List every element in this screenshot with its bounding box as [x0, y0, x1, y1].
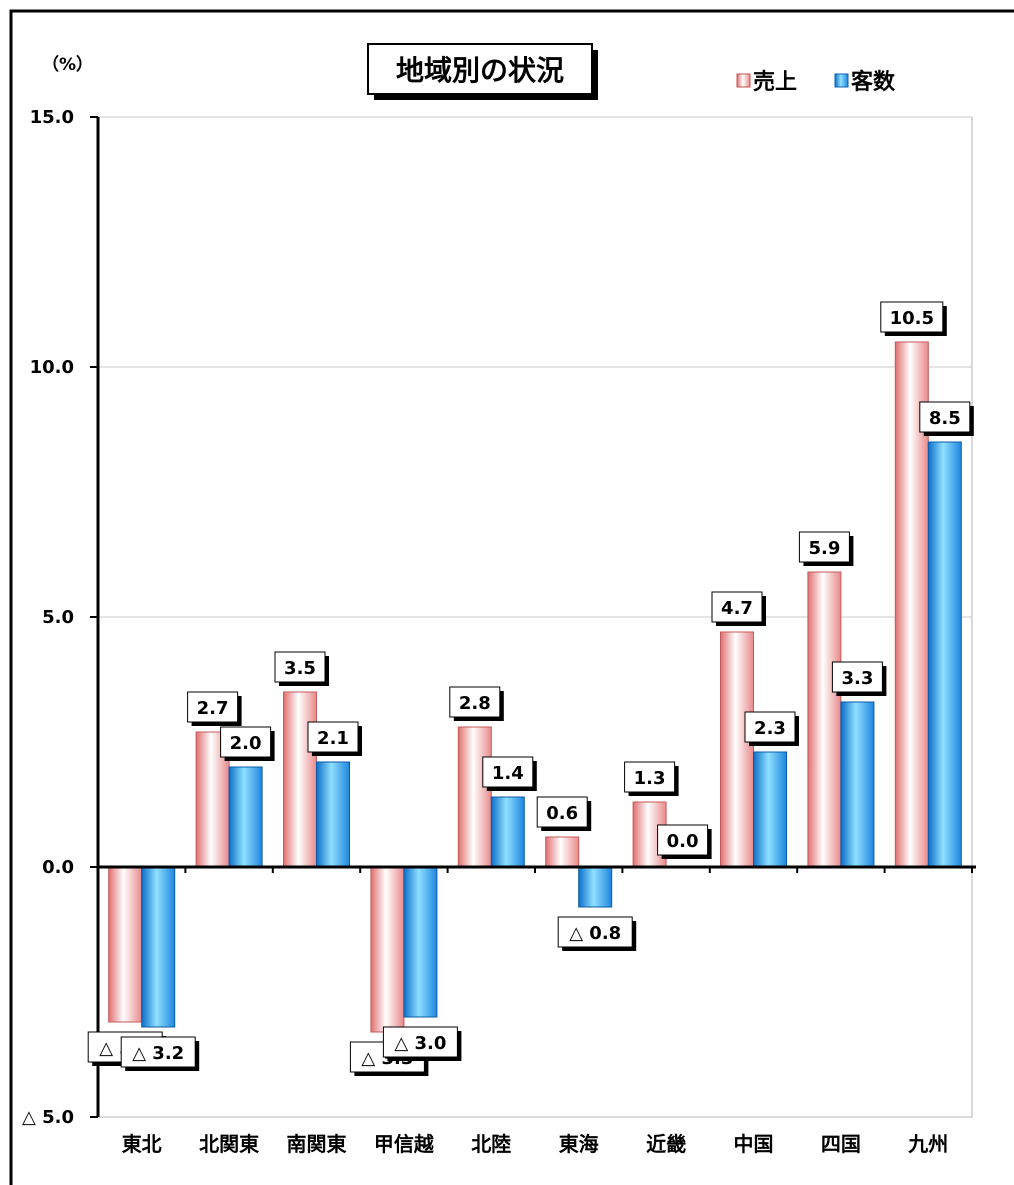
bar-sales — [370, 866, 405, 1033]
data-label-box — [798, 531, 850, 563]
data-label-sales: 3.5 — [274, 651, 329, 686]
category-label: 四国 — [821, 1132, 861, 1156]
legend-swatch-sales — [736, 73, 751, 88]
data-label-box — [880, 301, 944, 333]
data-label-customers: 3.3 — [831, 661, 887, 696]
bar-customers — [228, 766, 263, 868]
data-label-box — [536, 796, 588, 828]
data-label-customers: 0.0 — [657, 824, 712, 859]
data-label-text: 0.6 — [546, 803, 578, 824]
data-label-text: 2.8 — [459, 693, 491, 714]
category-label: 南関東 — [287, 1132, 347, 1156]
data-label-box — [220, 726, 272, 758]
y-tick-label: △ 5.0 — [22, 1107, 74, 1128]
category-label: 北関東 — [199, 1132, 259, 1156]
y-tick-label: 10.0 — [30, 357, 74, 378]
data-label-box — [744, 711, 796, 743]
data-label-box — [382, 1026, 458, 1058]
data-label-box — [482, 756, 534, 788]
bar-sales — [283, 691, 317, 868]
bar-customers — [403, 866, 438, 1018]
data-label-text: 8.5 — [929, 408, 961, 429]
category-label: 中国 — [734, 1132, 774, 1156]
category-label: 東北 — [122, 1132, 162, 1156]
data-label-sales: 2.8 — [449, 686, 504, 721]
data-label-sales: 4.7 — [711, 591, 766, 626]
title-background — [367, 43, 593, 95]
data-label-text: 2.0 — [230, 733, 262, 754]
y-axis-ticks: 15.0 10.0 5.0 0.0 △ 5.0 — [22, 107, 98, 1128]
data-label-box — [624, 761, 676, 793]
bar-customers — [840, 701, 875, 868]
data-label-text: 4.7 — [721, 598, 753, 619]
data-label-box — [657, 824, 709, 856]
data-label-text: 2.1 — [317, 728, 349, 749]
data-label-customers: △ 0.8 — [557, 916, 637, 951]
bar-customers — [927, 441, 962, 868]
data-label-box — [120, 1036, 196, 1068]
data-label-text: △ 0.8 — [569, 923, 621, 944]
data-label-sales: 1.3 — [624, 761, 679, 796]
data-label-sales: 0.6 — [536, 796, 592, 831]
data-label-text: 1.3 — [634, 768, 666, 789]
y-unit-label: （%） — [42, 54, 93, 75]
bar-sales — [807, 571, 842, 868]
y-tick-label: 5.0 — [42, 607, 74, 628]
bar-sales — [108, 866, 143, 1023]
data-label-box — [449, 686, 501, 718]
data-label-box — [831, 661, 883, 693]
data-label-box — [557, 916, 633, 948]
data-label-customers: △ 3.0 — [382, 1026, 462, 1061]
category-label: 近畿 — [646, 1132, 686, 1156]
legend-label-sales: 売上 — [753, 69, 797, 95]
data-label-text: 2.7 — [197, 698, 229, 719]
legend: 売上 客数 — [736, 69, 896, 95]
bar-customers — [753, 751, 787, 868]
data-label-customers: 8.5 — [919, 401, 974, 436]
data-label-box — [307, 721, 359, 753]
category-labels: 東北 北関東 南関東 甲信越 北陸 東海 近畿 中国 四国 九州 — [122, 1132, 949, 1156]
data-label-text: 1.4 — [492, 763, 524, 784]
legend-swatch-customers — [834, 73, 849, 88]
data-label-box — [274, 651, 326, 683]
category-label: 北陸 — [471, 1132, 511, 1156]
data-label-text: 2.3 — [754, 718, 786, 739]
data-label-customers: 1.4 — [482, 756, 537, 791]
data-label-sales: 5.9 — [798, 531, 854, 566]
data-label-customers: 2.3 — [744, 711, 799, 746]
y-tick-label: 0.0 — [42, 857, 74, 878]
data-label-box — [919, 401, 971, 433]
outer-border — [9, 9, 1014, 1185]
data-label-text: 0.0 — [667, 831, 699, 852]
data-label-text: 5.9 — [808, 538, 840, 559]
data-label-text: △ 3.0 — [394, 1033, 446, 1054]
bar-customers — [578, 866, 613, 908]
data-label-customers: △ 3.2 — [120, 1036, 200, 1071]
data-label-text: 3.5 — [284, 658, 316, 679]
bar-customers — [316, 761, 350, 868]
category-label: 東海 — [559, 1132, 599, 1156]
y-tick-label: 15.0 — [30, 107, 74, 128]
bar-customers — [141, 866, 176, 1028]
category-label: 九州 — [907, 1132, 948, 1156]
legend-label-customers: 客数 — [851, 69, 896, 95]
data-label-customers: 2.1 — [307, 721, 362, 756]
data-label-text: △ 3.2 — [132, 1043, 184, 1064]
bar-sales — [720, 631, 754, 868]
chart-title-box: 地域別の状況 — [367, 43, 598, 100]
bar-sales — [545, 836, 580, 868]
data-label-sales: 2.7 — [187, 691, 242, 726]
data-label-box — [711, 591, 763, 623]
data-label-box — [187, 691, 239, 723]
data-label-sales: 10.5 — [880, 301, 947, 336]
bar-sales — [457, 726, 492, 868]
data-label-customers: 2.0 — [220, 726, 275, 761]
chart-title: 地域別の状況 — [396, 54, 564, 87]
data-label-text: 10.5 — [890, 308, 934, 329]
data-labels: △ 3.1△ 3.22.72.03.52.1△ 3.3△ 3.02.81.40.… — [87, 301, 974, 1076]
bar-customers — [490, 796, 525, 868]
data-label-text: 3.3 — [841, 668, 873, 689]
category-label: 甲信越 — [374, 1132, 435, 1156]
